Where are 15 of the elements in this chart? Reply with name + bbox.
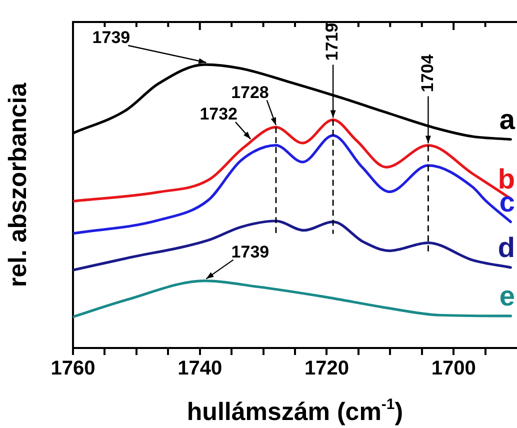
annotation: 1739 xyxy=(231,242,270,262)
series-label: d xyxy=(498,232,515,264)
annotation: 1728 xyxy=(231,82,269,102)
annotation: 1704 xyxy=(418,54,437,92)
x-tick-label: 1760 xyxy=(50,358,96,380)
series-label: b xyxy=(498,163,515,194)
annotation: 1732 xyxy=(200,104,238,124)
annotation: 1739 xyxy=(92,28,130,48)
x-tick-label: 1720 xyxy=(304,358,349,380)
annotation: 1719 xyxy=(322,22,342,61)
x-tick-label: 1740 xyxy=(178,358,222,380)
series-label: a xyxy=(499,104,516,136)
series-label: e xyxy=(499,280,515,312)
x-tick-label: 1700 xyxy=(431,358,476,380)
y-axis-title: rel. abszorbancia xyxy=(4,82,32,288)
